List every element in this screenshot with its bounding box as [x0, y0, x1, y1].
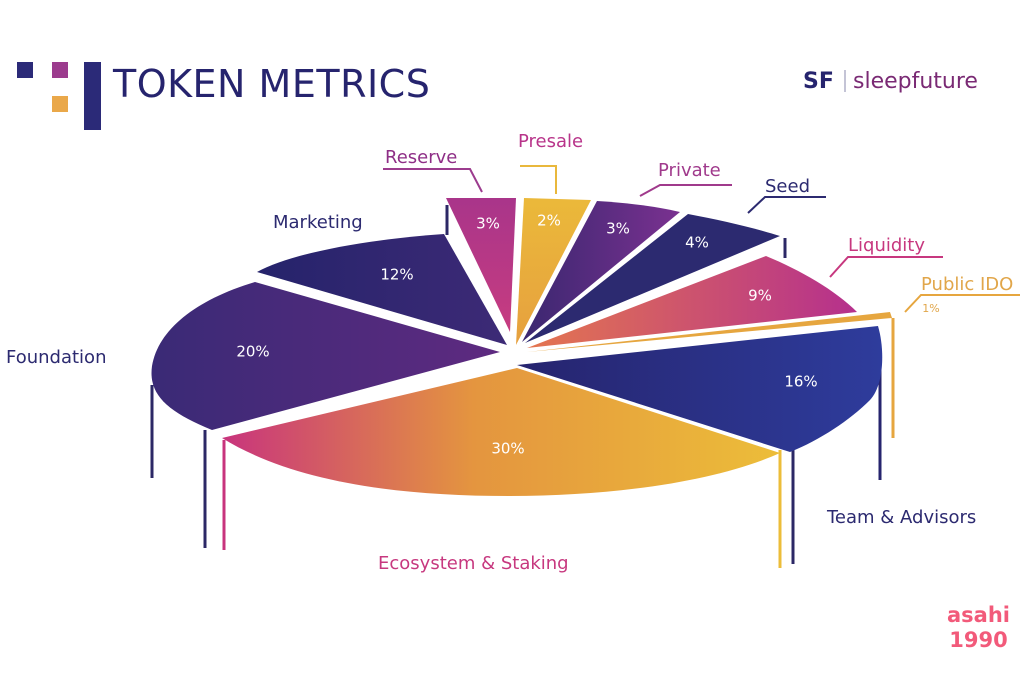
pct-public-ido: 1%	[922, 302, 939, 315]
slice-team-advisors	[517, 326, 883, 452]
slice-ecosystem-staking	[222, 368, 780, 496]
slice-presale	[516, 198, 591, 345]
slice-seed	[525, 214, 780, 343]
label-reserve: Reserve	[385, 147, 457, 168]
brand-name: sleepfuture	[853, 69, 978, 94]
label-marketing: Marketing	[273, 212, 363, 233]
header-logo-icon	[17, 62, 101, 130]
label-private: Private	[658, 160, 721, 181]
slice-percent-labels: 3% 2% 3% 4% 9% 12% 20% 30% 16% 1%	[236, 212, 939, 458]
label-public-ido: Public IDO	[921, 274, 1013, 295]
label-ecosystem-staking: Ecosystem & Staking	[378, 553, 569, 574]
pct-liquidity: 9%	[748, 287, 772, 305]
pct-reserve: 3%	[476, 215, 500, 233]
slice-marketing	[257, 234, 507, 345]
pct-ecosystem-staking: 30%	[491, 440, 524, 458]
page-title: TOKEN METRICS	[112, 62, 430, 106]
label-liquidity: Liquidity	[848, 235, 925, 256]
label-team-advisors: Team & Advisors	[826, 507, 976, 528]
pct-private: 3%	[606, 220, 630, 238]
slice-liquidity	[527, 256, 857, 348]
category-labels: Reserve Presale Private Seed Liquidity P…	[6, 131, 1013, 574]
slice-foundation	[151, 282, 500, 430]
slice-public-ido	[527, 312, 892, 352]
slice-walls	[150, 205, 895, 568]
slice-reserve	[446, 198, 516, 332]
slice-private	[522, 201, 680, 342]
pct-presale: 2%	[537, 212, 561, 230]
watermark-line2: 1990	[949, 628, 1008, 652]
pct-seed: 4%	[685, 234, 709, 252]
label-presale: Presale	[518, 131, 583, 152]
pct-marketing: 12%	[380, 266, 413, 284]
watermark-line1: asahi	[947, 603, 1010, 627]
leader-lines	[383, 165, 1020, 313]
label-foundation: Foundation	[6, 347, 106, 368]
pct-foundation: 20%	[236, 343, 269, 361]
pct-team-advisors: 16%	[784, 373, 817, 391]
pie-slices	[151, 198, 892, 496]
watermark: asahi 1990	[947, 603, 1010, 653]
sleepfuture-logo: SF sleepfuture	[803, 69, 978, 94]
label-seed: Seed	[765, 176, 810, 197]
brand-mark-icon: SF	[803, 69, 834, 94]
